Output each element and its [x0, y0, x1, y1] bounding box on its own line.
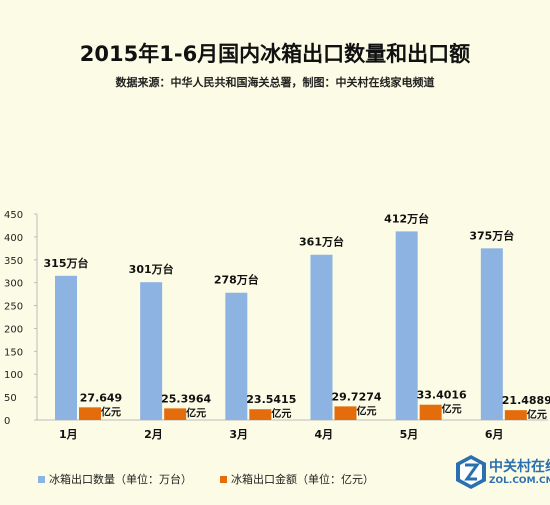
x-tick-label: 1月: [59, 428, 78, 441]
bar-value: [334, 406, 357, 420]
zol-logo: 中关村在线 ZOL.COM.CN: [455, 452, 550, 502]
data-label-value-unit: 亿元: [271, 407, 291, 420]
x-tick-label: 5月: [400, 428, 419, 441]
x-tick-label: 6月: [485, 428, 504, 441]
y-tick-label: 0: [4, 416, 10, 427]
data-label-value-unit: 亿元: [101, 405, 121, 418]
legend-swatch-quantity: [38, 475, 45, 483]
data-label-value-unit: 亿元: [442, 403, 462, 416]
data-label-quantity: 278万台: [214, 273, 259, 287]
y-tick-label: 200: [4, 324, 23, 335]
bar-quantity: [55, 275, 77, 420]
chart-axes: 0 50 100 150 200 250 300 350 400 450: [4, 210, 548, 427]
chart-bars: [55, 231, 527, 420]
data-label-value: 33.4016: [417, 389, 467, 402]
bar-value: [164, 408, 187, 420]
bar-quantity: [395, 231, 418, 420]
chart-subtitle: 数据来源：中华人民共和国海关总署，制图：中关村在线家电频道: [115, 76, 435, 89]
y-tick-label: 450: [4, 210, 23, 221]
y-tick-label: 250: [4, 302, 23, 313]
x-tick-label: 3月: [229, 428, 248, 441]
data-label-value: 29.7274: [331, 390, 381, 403]
y-tick-label: 100: [4, 370, 23, 381]
y-tick-label: 300: [4, 279, 23, 290]
zol-logo-icon: [456, 455, 486, 489]
bar-value: [504, 410, 527, 420]
data-label-value-unit: 亿元: [186, 406, 206, 419]
data-label-value-unit: 亿元: [357, 404, 377, 417]
data-label-value: 25.3964: [161, 392, 211, 405]
bar-quantity: [480, 248, 503, 420]
bar-quantity: [310, 254, 333, 420]
chart-labels: 1月315万台27.649亿元2月301万台25.3964亿元3月278万台23…: [44, 211, 550, 441]
bar-value: [249, 409, 272, 420]
legend-swatch-value: [220, 475, 227, 483]
y-tick-label: 50: [4, 393, 17, 404]
bar-quantity: [140, 282, 163, 420]
x-tick-label: 4月: [315, 428, 334, 441]
bar-value: [419, 404, 442, 420]
legend-label-value: 冰箱出口金额（单位：亿元）: [231, 473, 374, 486]
chart-legend: 冰箱出口数量（单位：万台） 冰箱出口金额（单位：亿元）: [38, 471, 402, 487]
data-label-quantity: 412万台: [384, 211, 429, 225]
data-label-value: 23.5415: [246, 393, 296, 406]
data-label-quantity: 375万台: [469, 228, 514, 242]
logo-text-cn: 中关村在线: [489, 459, 550, 475]
legend-item-value: 冰箱出口金额（单位：亿元）: [220, 471, 374, 487]
bar-quantity: [225, 292, 248, 420]
data-label-value: 27.649: [80, 391, 122, 404]
legend-item-quantity: 冰箱出口数量（单位：万台）: [38, 471, 192, 487]
legend-label-quantity: 冰箱出口数量（单位：万台）: [49, 473, 192, 486]
x-tick-label: 2月: [144, 428, 163, 441]
bar-value: [79, 407, 101, 420]
y-tick-label: 350: [4, 256, 23, 267]
data-label-value-unit: 亿元: [527, 408, 547, 421]
data-label-value: 21.4889: [502, 394, 550, 407]
data-label-quantity: 301万台: [129, 262, 174, 276]
data-label-quantity: 361万台: [299, 235, 344, 249]
y-tick-label: 400: [4, 233, 23, 244]
logo-text-en: ZOL.COM.CN: [489, 476, 550, 486]
y-tick-label: 150: [4, 347, 23, 358]
chart-title: 2015年1-6月国内冰箱出口数量和出口额: [79, 42, 471, 66]
data-label-quantity: 315万台: [44, 256, 89, 270]
